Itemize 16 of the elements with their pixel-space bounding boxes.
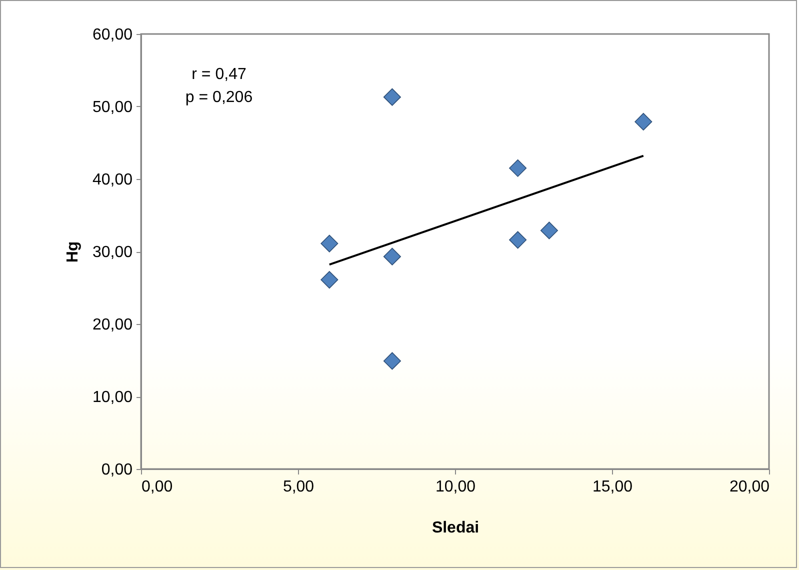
y-tick-label: 60,00 bbox=[92, 26, 133, 44]
y-tick-label: 30,00 bbox=[92, 244, 133, 261]
y-tick-label: 40,00 bbox=[92, 172, 133, 188]
x-axis-title: Sledai bbox=[432, 520, 480, 536]
x-tick-label: 5,00 bbox=[282, 478, 314, 496]
annotation: p = 0,206 bbox=[185, 89, 253, 106]
annotation: r = 0,47 bbox=[192, 66, 246, 83]
y-tick-label: 10,00 bbox=[92, 389, 133, 406]
y-axis-title: Hg bbox=[64, 241, 82, 263]
y-tick-label: 20,00 bbox=[92, 316, 133, 334]
x-tick-label: 15,00 bbox=[592, 478, 633, 496]
x-tick-label: 10,00 bbox=[435, 478, 476, 496]
x-tick-label: 20,00 bbox=[729, 478, 770, 496]
x-tick-label: 0,00 bbox=[142, 478, 173, 496]
y-tick-label: 50,00 bbox=[92, 99, 133, 116]
y-tick-label: 0,00 bbox=[101, 462, 133, 478]
